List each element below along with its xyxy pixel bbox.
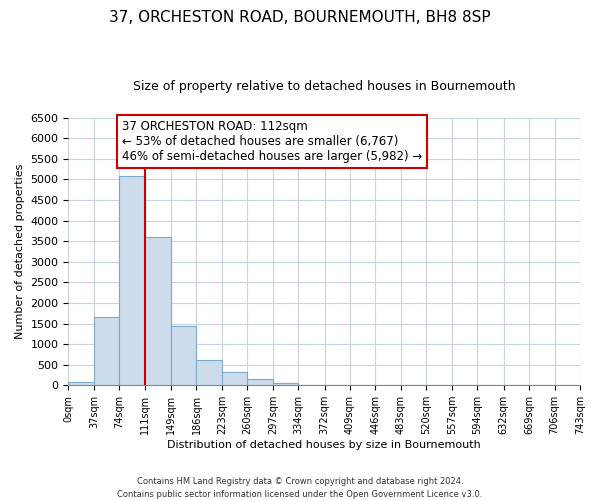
Bar (222, 372, 247, 385)
Title: Size of property relative to detached houses in Bournemouth: Size of property relative to detached ho… (133, 80, 515, 93)
Bar (94, 318, 119, 385)
X-axis label: Distribution of detached houses by size in Bournemouth: Distribution of detached houses by size … (167, 440, 481, 450)
Y-axis label: Number of detached properties: Number of detached properties (15, 164, 25, 339)
Text: Contains HM Land Registry data © Crown copyright and database right 2024.
Contai: Contains HM Land Registry data © Crown c… (118, 478, 482, 499)
Bar (68, 382, 94, 385)
Bar (196, 360, 222, 385)
Bar (273, 383, 298, 385)
Text: 37, ORCHESTON ROAD, BOURNEMOUTH, BH8 8SP: 37, ORCHESTON ROAD, BOURNEMOUTH, BH8 8SP (109, 10, 491, 25)
Bar (119, 176, 145, 385)
Bar (171, 326, 196, 385)
Bar (145, 237, 171, 385)
Bar (247, 379, 273, 385)
Text: 37 ORCHESTON ROAD: 112sqm
← 53% of detached houses are smaller (6,767)
46% of se: 37 ORCHESTON ROAD: 112sqm ← 53% of detac… (122, 120, 422, 163)
